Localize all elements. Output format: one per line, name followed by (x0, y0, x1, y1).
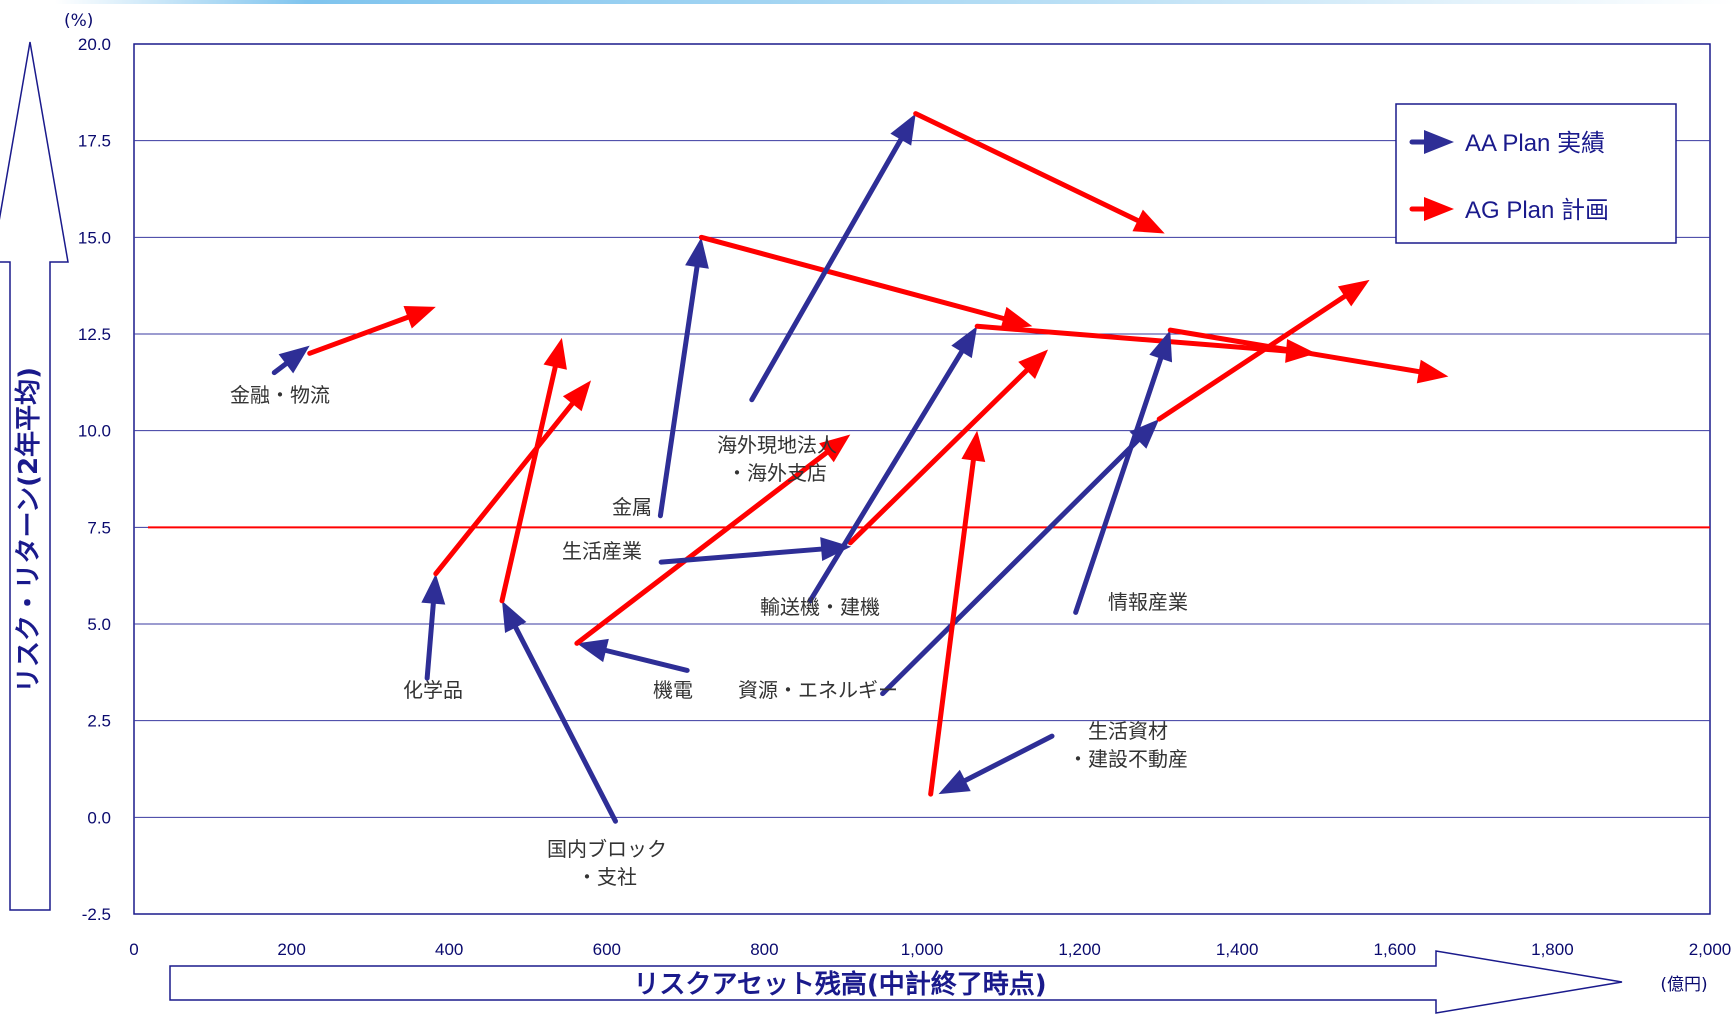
segment: 生活産業 (562, 349, 1049, 565)
y-tick-label: 10.0 (78, 422, 111, 441)
segment-label: 輸送機・建機 (760, 595, 880, 619)
legend-label: AG Plan 計画 (1465, 197, 1609, 224)
y-tick-label: 20.0 (78, 35, 111, 54)
x-tick-labels: 0 200 400 600 800 1,000 1,200 1,400 1,600 1,800 2,… (129, 940, 1731, 959)
x-tick-label: 400 (435, 940, 463, 959)
actual-arrow (421, 573, 446, 681)
x-tick-label: 0 (129, 940, 138, 959)
plan-arrow (928, 430, 986, 797)
x-unit-label: (億円) (1660, 975, 1707, 995)
segment-label: 金融・物流 (230, 383, 330, 407)
segment: 海外現地法人・海外支店 (717, 111, 1165, 485)
actual-arrow (657, 237, 709, 519)
legend-item: AA Plan 実績 (1409, 130, 1605, 157)
segment-label: 金属 (612, 495, 652, 519)
x-axis-arrow (169, 950, 1623, 1014)
y-tick-label: 12.5 (78, 325, 111, 344)
y-tick-label: -2.5 (82, 905, 111, 924)
plan-arrow (698, 234, 1033, 331)
actual-arrow (880, 419, 1160, 697)
plan-arrow (1156, 279, 1370, 422)
y-tick-label: 2.5 (87, 712, 111, 731)
segment: 機電 (574, 434, 851, 702)
segment-label: 国内ブロック・支社 (547, 837, 667, 889)
segment: 国内ブロック・支社 (499, 337, 667, 889)
legend-label: AA Plan 実績 (1465, 130, 1605, 157)
x-tick-label: 1,600 (1374, 940, 1417, 959)
segment: 生活資材・建設不動産 (928, 430, 1188, 797)
segment: 資源・エネルギー (738, 279, 1370, 702)
top-band (55, 0, 1736, 4)
x-tick-label: 1,200 (1058, 940, 1101, 959)
actual-arrow (576, 638, 690, 673)
actual-arrow (501, 600, 618, 824)
plan-arrow (307, 306, 436, 356)
y-tick-label: 5.0 (87, 615, 111, 634)
plan-arrow (1167, 327, 1449, 384)
actual-arrow (271, 345, 310, 376)
legend: AA Plan 実績 AG Plan 計画 (1395, 103, 1677, 244)
segment: 化学品 (403, 380, 592, 702)
y-axis-arrow (0, 41, 69, 911)
x-axis-title: リスクアセット残高(中計終了時点) (633, 969, 1046, 1000)
y-axis-title: リスク・リターン(2年平均) (13, 367, 44, 693)
segment-label: 資源・エネルギー (738, 678, 898, 702)
segment-label: 生活資材・建設不動産 (1068, 719, 1188, 771)
x-tick-label: 1,400 (1216, 940, 1259, 959)
actual-arrow (807, 326, 978, 604)
legend-arrow-icon (1409, 130, 1454, 154)
plan-arrow (847, 349, 1049, 546)
y-tick-label: 17.5 (78, 132, 111, 151)
y-tick-label: 0.0 (87, 808, 111, 827)
legend-box (1395, 103, 1677, 244)
plan-arrow (433, 380, 592, 577)
x-tick-label: 800 (750, 940, 778, 959)
segment-label: 機電 (653, 678, 693, 702)
actual-arrow (1073, 330, 1173, 615)
plan-arrow (499, 337, 567, 604)
x-tick-label: 200 (277, 940, 305, 959)
actual-arrow (938, 733, 1055, 795)
plan-arrow (574, 434, 851, 646)
legend-item: AG Plan 計画 (1409, 197, 1609, 224)
x-tick-label: 2,000 (1689, 940, 1732, 959)
segment: 情報産業 (1073, 327, 1449, 615)
y-tick-labels: -2.5 0.0 2.5 5.0 7.5 10.0 12.5 15.0 17.5 20.0 (78, 35, 111, 924)
x-tick-label: 600 (593, 940, 621, 959)
x-tick-label: 1,800 (1531, 940, 1574, 959)
x-tick-label: 1,000 (901, 940, 944, 959)
legend-arrow-icon (1409, 197, 1454, 221)
segment: 金融・物流 (230, 306, 436, 407)
segment: 金属 (612, 234, 1033, 519)
y-tick-label: 15.0 (78, 228, 111, 247)
actual-arrow (749, 113, 916, 403)
segment-label: 情報産業 (1108, 590, 1188, 614)
segment-label: 化学品 (403, 678, 463, 702)
actual-arrow (658, 537, 852, 565)
y-unit-label: (%) (64, 11, 93, 31)
y-tick-label: 7.5 (87, 518, 111, 537)
segment-label: 生活産業 (562, 539, 642, 563)
segment-label: 海外現地法人・海外支店 (717, 433, 837, 485)
plan-arrow (913, 111, 1165, 234)
